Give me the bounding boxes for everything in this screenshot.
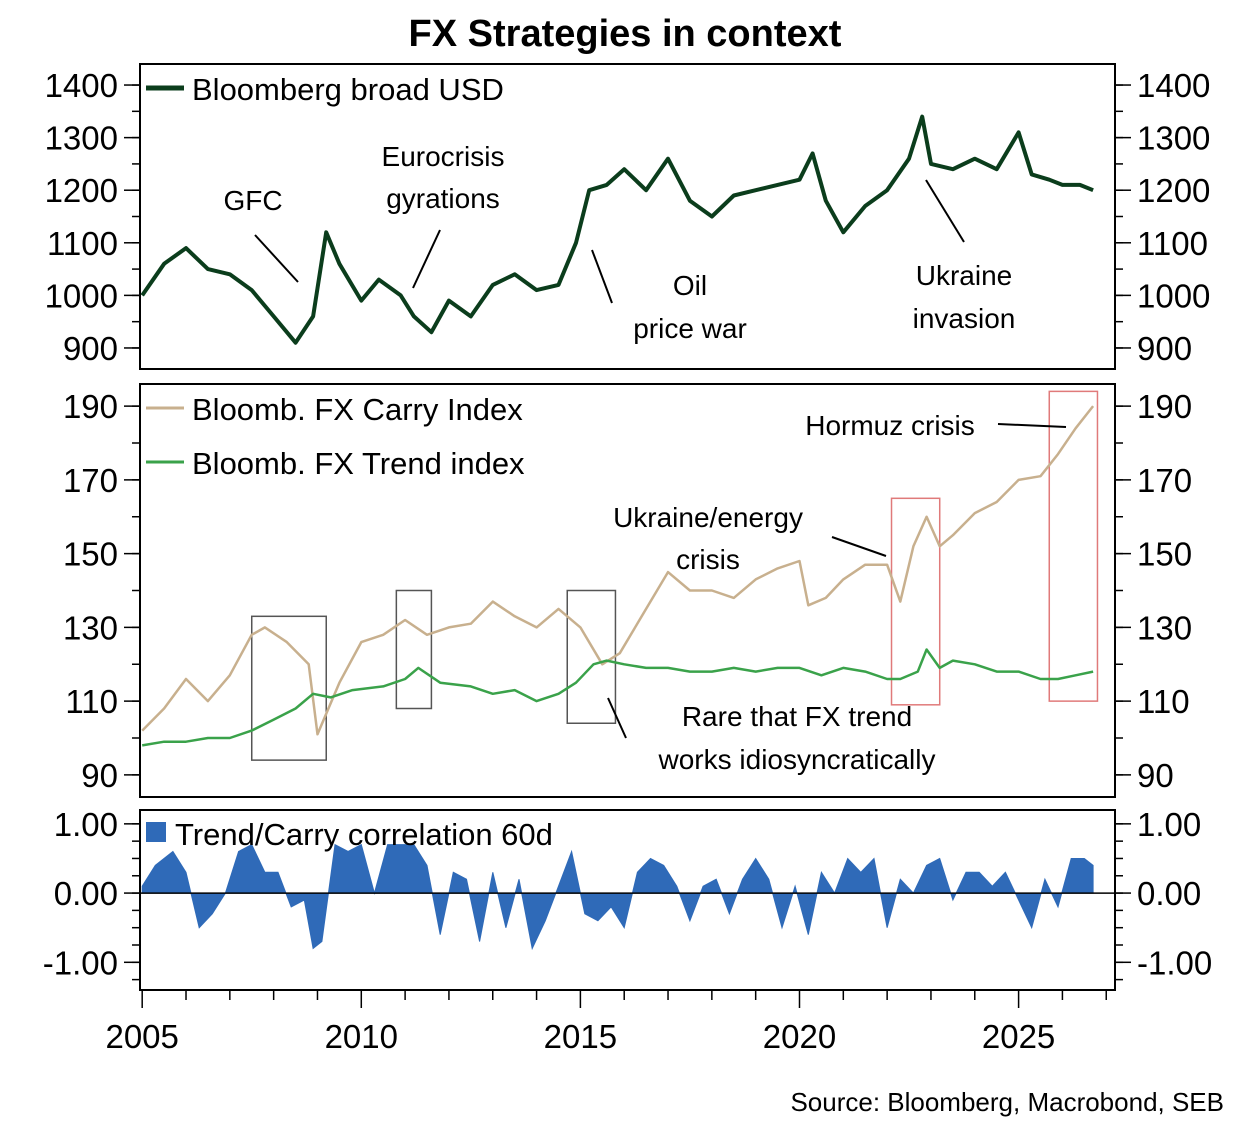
y-tick-label-left: 150 [63,536,118,573]
annot-gfc: GFC [223,185,282,216]
y-tick-label-right: 90 [1137,757,1174,794]
legend-trend-label: Bloomb. FX Trend index [192,446,525,481]
panel-usd-yticks: 900 900 1000 1000 1100 1100 1200 1200 1300 1300 14… [45,67,1211,367]
y-tick-label-right: 110 [1137,683,1190,720]
highlight-box [250,615,327,761]
legend-carry-label: Bloomb. FX Carry Index [192,392,523,427]
annot-rare-trend-line2: works idiosyncratically [658,744,936,775]
panel-usd-series [140,114,1094,345]
annot-ukraine-line2: invasion [913,303,1016,334]
panel-correlation: -1.00 -1.00 0.00 0.00 1.00 1.00 Trend/Carry c… [43,806,1212,991]
annot-eurocrisis-line2: gyrations [386,183,500,214]
y-tick-label-left: 130 [63,609,118,646]
annot-rare-trend-pointer [607,697,627,739]
annot-gfc-pointer [254,234,299,283]
highlight-box [395,589,433,710]
panel-corr-yticks: -1.00 -1.00 0.00 0.00 1.00 1.00 [43,806,1212,981]
y-tick-label-right: 170 [1137,462,1192,499]
legend-usd: Bloomberg broad USD [146,72,504,107]
y-tick-label-right: 1200 [1137,172,1210,209]
annot-oil-pointer [591,249,613,304]
y-tick-label-right: -1.00 [1137,944,1212,981]
y-tick-label-left: 1400 [45,67,118,104]
panel-fx-yticks: 90 90 110 110 130 130 150 150 170 170 190 190 [63,388,1192,794]
annot-ukraine-line1: Ukraine [916,260,1012,291]
y-tick-label-right: 0.00 [1137,875,1201,912]
y-tick-label-right: 1400 [1137,67,1210,104]
y-tick-label-right: 1100 [1137,225,1208,262]
y-tick-label-left: 110 [65,683,118,720]
y-tick-label-left: 1000 [45,277,118,314]
legend-corr-label: Trend/Carry correlation 60d [175,817,553,852]
source-note: Source: Bloomberg, Macrobond, SEB [790,1087,1224,1117]
x-tick-label: 2015 [544,1018,617,1055]
y-tick-label-left: 190 [63,388,118,425]
y-tick-label-left: -1.00 [43,944,118,981]
y-tick-label-left: 1100 [47,225,118,262]
x-tick-label: 2025 [982,1018,1055,1055]
annot-eurocrisis-pointer [412,229,441,289]
y-tick-label-left: 1300 [45,120,118,157]
annot-hormuz-pointer [997,423,1067,428]
y-tick-label-right: 1.00 [1137,806,1201,843]
annot-ukraine-pointer [925,179,965,243]
chart-title: FX Strategies in context [409,13,842,55]
y-tick-label-left: 1200 [45,172,118,209]
y-tick-label-left: 90 [81,757,118,794]
annot-ukraine-energy-pointer [831,536,887,557]
x-tick-label: 2010 [325,1018,398,1055]
panel-fx-series [141,405,1095,747]
panel-usd: 900 900 1000 1000 1100 1100 1200 1200 1300 1300 14… [45,63,1211,370]
highlight-box-red [890,497,941,706]
annot-oil-line1: Oil [673,270,707,301]
y-tick-label-left: 1.00 [54,806,118,843]
panel-usd-annotations: GFC Eurocrisis gyrations Oil price war U… [223,141,1015,344]
annot-ukraine-energy-line1: Ukraine/energy [613,502,803,533]
series-corr-area [141,843,1094,951]
panel-corr-series [140,843,1115,951]
highlight-box-red [1048,390,1099,702]
y-tick-label-right: 1300 [1137,120,1210,157]
legend-corr-swatch [146,822,166,842]
y-tick-label-right: 900 [1137,330,1192,367]
annot-eurocrisis-line1: Eurocrisis [382,141,505,172]
highlight-box [566,589,617,724]
legend-corr: Trend/Carry correlation 60d [146,817,553,852]
annot-oil-line2: price war [633,313,747,344]
y-tick-label-right: 190 [1137,388,1192,425]
x-tick-label: 2020 [763,1018,836,1055]
annot-hormuz: Hormuz crisis [805,410,975,441]
y-tick-label-right: 1000 [1137,277,1210,314]
y-tick-label-left: 170 [63,462,118,499]
legend-trend: Bloomb. FX Trend index [146,446,525,481]
x-tick-label: 2005 [105,1018,178,1055]
legend-carry: Bloomb. FX Carry Index [146,392,523,427]
legend-usd-label: Bloomberg broad USD [192,72,504,107]
panel-corr-frame [139,809,1116,991]
y-tick-label-right: 130 [1137,609,1192,646]
panel-fx-annotations: Hormuz crisis Ukraine/energy crisis Rare… [607,410,1067,775]
panel-fx-boxes [250,390,1099,761]
series-trend-line [141,648,1094,747]
y-tick-label-left: 0.00 [54,875,118,912]
y-tick-label-left: 900 [63,330,118,367]
x-axis: 2005 2010 2015 2020 2025 [105,990,1107,1055]
y-tick-label-right: 150 [1137,536,1192,573]
annot-rare-trend-line1: Rare that FX trend [682,701,912,732]
panel-fx-indices: 90 90 110 110 130 130 150 150 170 170 190 190 Bloom… [63,383,1192,798]
annot-ukraine-energy-line2: crisis [676,544,740,575]
